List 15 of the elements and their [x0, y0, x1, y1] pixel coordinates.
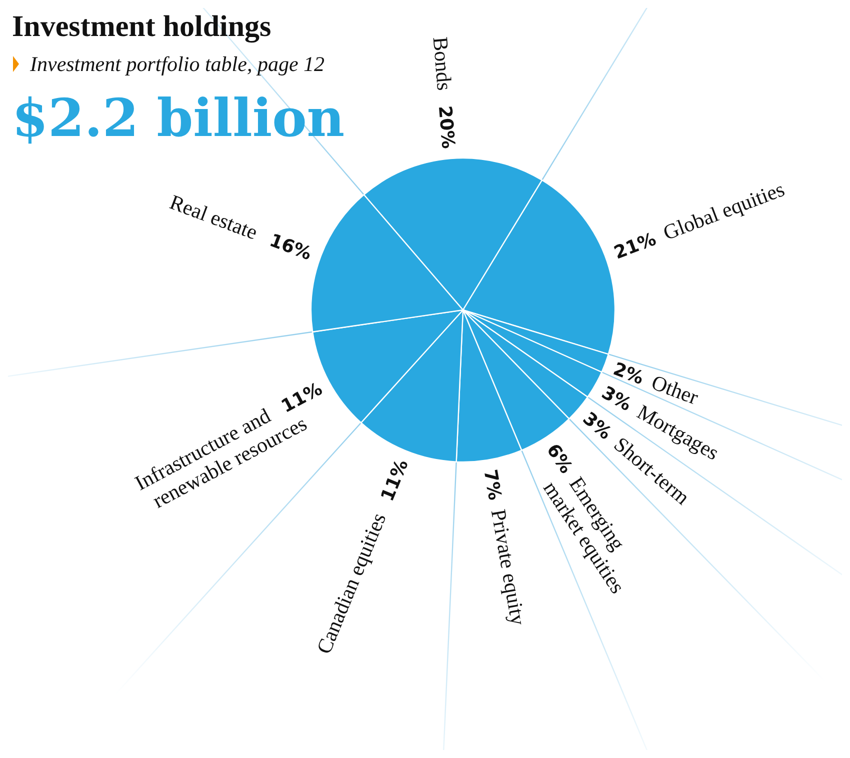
- data-label: 21%: [611, 228, 660, 264]
- data-label: 6%: [542, 440, 576, 478]
- text: $2.2 billion: [12, 88, 345, 149]
- data-label: 11%: [278, 378, 326, 418]
- slice-label: Global equities: [660, 176, 788, 245]
- data-label: 20%: [434, 104, 458, 150]
- slice-label: Other: [648, 370, 702, 410]
- slice-label: Bonds: [428, 36, 457, 92]
- slice-label: Real estate: [166, 190, 261, 244]
- text: Investment portfolio table, page 12: [29, 52, 326, 76]
- slice-label: Private equity: [486, 507, 531, 628]
- chart-title: Investment holdings: [12, 10, 272, 43]
- data-label: 11%: [377, 456, 413, 504]
- data-label: 16%: [266, 230, 314, 265]
- data-label: 7%: [479, 468, 506, 502]
